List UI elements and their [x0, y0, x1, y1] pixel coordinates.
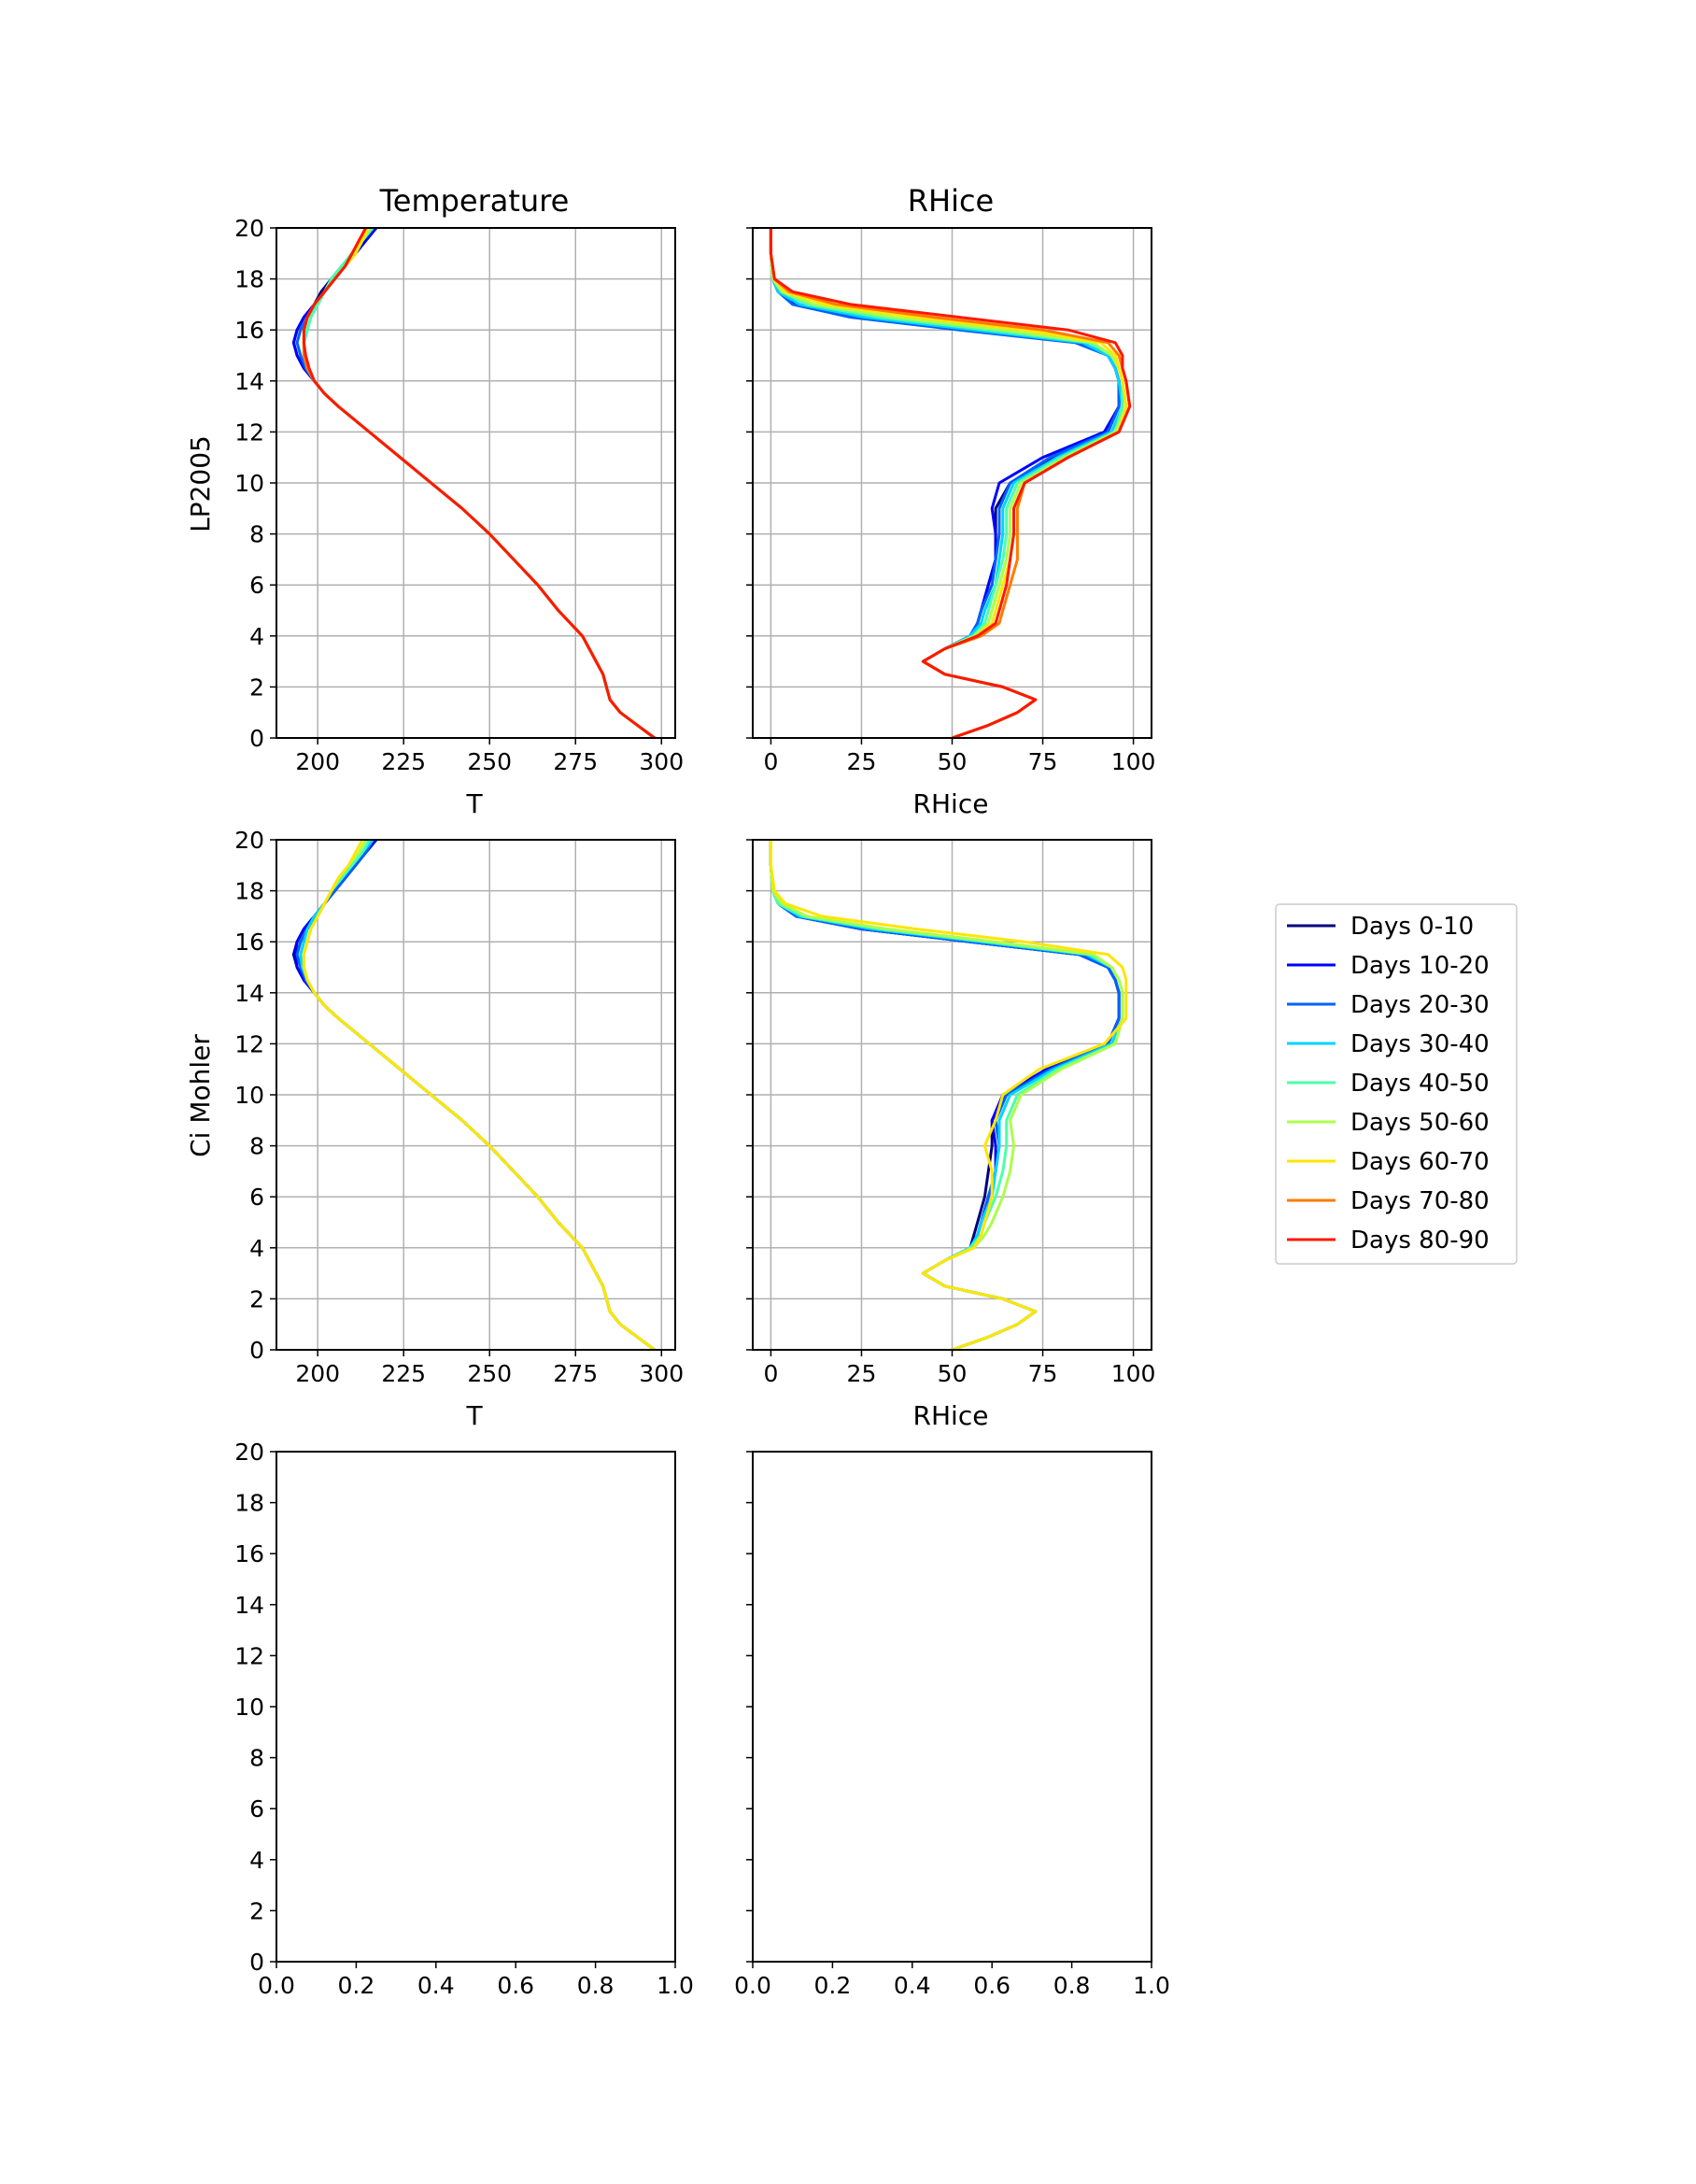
x-tick-label: 100	[1111, 748, 1156, 775]
y-tick-label: 4	[249, 1847, 264, 1874]
subplot-4: 0.0 0.2 0.4 0.6 0.8 1.0 0 2 4 6 8 10 12 14 16 18 20	[234, 1439, 694, 1999]
y-tick-label: 8	[249, 1745, 264, 1772]
x-tick-label: 0.8	[1053, 1972, 1091, 1999]
legend-items: Days 0-10 Days 10-20 Days 20-30 Days 30-40 D…	[1287, 913, 1490, 1255]
y-tick-label: 8	[249, 521, 264, 548]
x-tick-label: 0.0	[734, 1972, 771, 1999]
y-tick-label: 0	[249, 1337, 264, 1364]
x-tick-label: 250	[467, 748, 512, 775]
series-line-days-60-70	[769, 840, 1128, 1352]
x-tick-label: 300	[639, 748, 684, 775]
x-tick-label: 275	[553, 748, 598, 775]
x-tick-label: 75	[1028, 748, 1058, 775]
y-tick-label: 16	[234, 317, 264, 344]
y-tick-label: 18	[234, 878, 264, 905]
row-label-ci-mohler: Ci Mohler	[185, 1034, 216, 1157]
y-tick-label: 10	[234, 1082, 264, 1109]
subplot-2: 200 225 250 275 300 0 2 4 6 8 10 12 14 16 18 20	[234, 827, 684, 1387]
x-tick-label: 0.6	[973, 1972, 1011, 1999]
x-tick-label: 0.2	[338, 1972, 375, 1999]
y-tick-label: 18	[234, 1490, 264, 1517]
series-line-days-80-90	[769, 228, 1132, 740]
xlabel-temperature-row2: T	[465, 1400, 483, 1431]
x-tick-label: 0.8	[577, 1972, 615, 1999]
x-tick-label: 300	[639, 1360, 684, 1387]
legend-label: Days 40-50	[1350, 1070, 1490, 1098]
subplot-5: 0.0 0.2 0.4 0.6 0.8 1.0	[734, 1451, 1170, 1999]
y-tick-label: 12	[234, 1642, 264, 1669]
y-tick-label: 0	[249, 1949, 264, 1976]
y-tick-label: 20	[234, 827, 264, 854]
y-tick-label: 18	[234, 266, 264, 293]
axes-frame	[752, 1451, 1152, 1963]
legend-label: Days 20-30	[1350, 991, 1490, 1019]
y-tick-label: 4	[249, 1235, 264, 1262]
y-tick-label: 14	[234, 980, 264, 1007]
y-tick-label: 0	[249, 725, 264, 752]
subplot-0: 200 225 250 275 300 0 2 4 6 8 10 12 14 16 18 20	[234, 215, 684, 775]
x-tick-label: 0.2	[814, 1972, 852, 1999]
legend-label: Days 0-10	[1350, 913, 1474, 941]
y-tick-label: 20	[234, 1439, 264, 1466]
y-tick-label: 6	[249, 1184, 264, 1211]
x-tick-label: 0.4	[894, 1972, 931, 1999]
x-tick-label: 1.0	[657, 1972, 694, 1999]
xlabel-rhice-row2: RHice	[913, 1400, 989, 1431]
x-tick-label: 250	[467, 1360, 512, 1387]
y-tick-label: 14	[234, 1592, 264, 1619]
x-tick-label: 50	[938, 748, 968, 775]
y-tick-label: 10	[234, 470, 264, 497]
x-tick-label: 225	[381, 1360, 426, 1387]
y-tick-label: 4	[249, 623, 264, 650]
x-tick-label: 225	[381, 748, 426, 775]
x-tick-label: 75	[1028, 1360, 1058, 1387]
x-tick-label: 0	[763, 748, 778, 775]
y-tick-label: 12	[234, 418, 264, 446]
y-tick-label: 10	[234, 1694, 264, 1721]
legend-frame	[1275, 903, 1518, 1265]
axes-frame	[276, 1451, 676, 1963]
y-tick-label: 14	[234, 368, 264, 395]
x-tick-label: 25	[847, 748, 877, 775]
y-tick-label: 20	[234, 215, 264, 242]
series-line-days-60-70	[302, 839, 656, 1352]
y-tick-label: 2	[249, 674, 264, 701]
series-line-days-80-90	[302, 227, 656, 740]
x-tick-label: 0.4	[417, 1972, 455, 1999]
subplot-1: 0 25 50 75 100	[746, 227, 1156, 775]
panel-title-rhice: RHice	[908, 183, 994, 219]
legend-label: Days 80-90	[1350, 1227, 1490, 1255]
y-tick-label: 6	[249, 572, 264, 599]
x-tick-label: 0.0	[258, 1972, 295, 1999]
x-tick-label: 100	[1111, 1360, 1156, 1387]
legend-label: Days 30-40	[1350, 1030, 1490, 1058]
x-tick-label: 0	[763, 1360, 778, 1387]
x-tick-label: 200	[295, 748, 340, 775]
legend-label: Days 50-60	[1350, 1109, 1490, 1137]
x-tick-label: 25	[847, 1360, 877, 1387]
xlabel-temperature-row1: T	[465, 788, 483, 819]
legend-label: Days 60-70	[1350, 1148, 1490, 1176]
x-tick-label: 200	[295, 1360, 340, 1387]
x-tick-label: 1.0	[1133, 1972, 1170, 1999]
y-tick-label: 2	[249, 1897, 264, 1924]
legend: Days 0-10 Days 10-20 Days 20-30 Days 30-40 D…	[1275, 903, 1518, 1265]
legend-label: Days 70-80	[1350, 1187, 1490, 1215]
x-tick-label: 0.6	[497, 1972, 534, 1999]
xlabel-rhice-row1: RHice	[913, 788, 989, 819]
subplot-3: 0 25 50 75 100	[746, 839, 1156, 1387]
y-tick-label: 2	[249, 1285, 264, 1312]
y-tick-label: 16	[234, 929, 264, 956]
x-tick-label: 275	[553, 1360, 598, 1387]
y-tick-label: 6	[249, 1795, 264, 1822]
y-tick-label: 12	[234, 1030, 264, 1057]
panel-title-temperature: Temperature	[379, 183, 570, 219]
legend-label: Days 10-20	[1350, 952, 1490, 980]
y-tick-label: 8	[249, 1133, 264, 1160]
x-tick-label: 50	[938, 1360, 968, 1387]
row-label-lp2005: LP2005	[185, 435, 216, 532]
y-tick-label: 16	[234, 1540, 264, 1567]
